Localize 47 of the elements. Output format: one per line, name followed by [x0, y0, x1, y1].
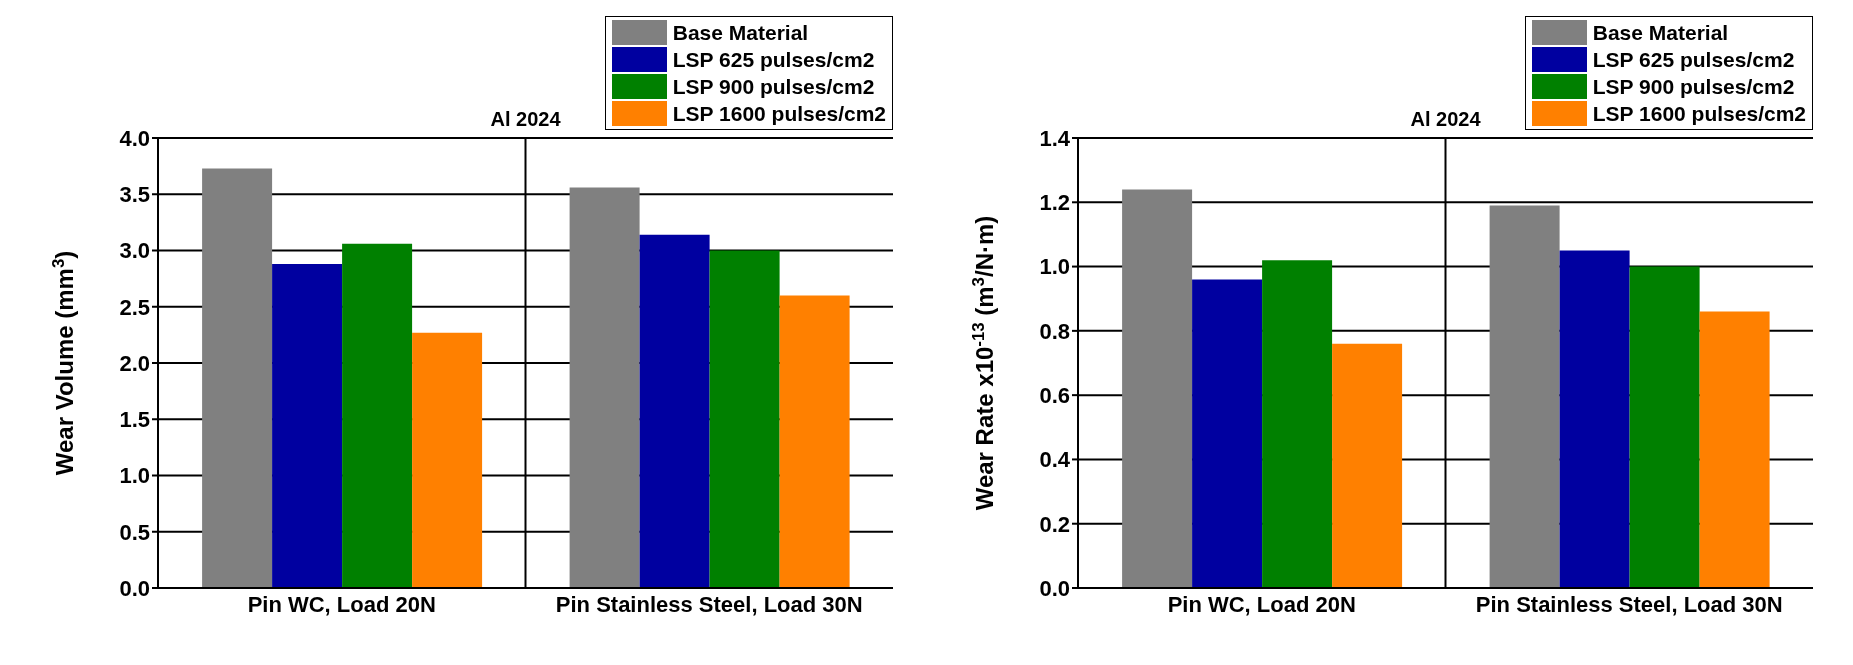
y-tick-label: 1.5	[119, 407, 150, 433]
bar	[1489, 205, 1560, 588]
y-tick-label: 0.5	[119, 519, 150, 545]
bar	[342, 243, 413, 588]
x-tick-label: Pin Stainless Steel, Load 30N	[555, 591, 863, 617]
bar	[1629, 266, 1700, 588]
bar	[1559, 250, 1630, 588]
bar	[569, 187, 640, 588]
bar	[709, 250, 780, 588]
y-tick-label: 0.2	[1039, 511, 1070, 537]
x-tick-label: Pin WC, Load 20N	[247, 591, 436, 617]
y-tick-label: 0.0	[119, 575, 150, 601]
y-tick-label: 0.8	[1039, 318, 1070, 344]
legend-label: LSP 900 pulses/cm2	[1592, 74, 1795, 99]
y-tick-label: 1.2	[1039, 190, 1070, 216]
x-tick-label: Pin WC, Load 20N	[1167, 591, 1356, 617]
y-tick-label: 2.5	[119, 294, 150, 320]
y-tick-label: 0.4	[1039, 447, 1071, 473]
x-tick-label: Pin Stainless Steel, Load 30N	[1475, 591, 1783, 617]
bar	[1192, 279, 1263, 588]
bar	[779, 295, 850, 588]
y-tick-label: 1.0	[1039, 254, 1070, 280]
y-tick-label: 4.0	[119, 125, 150, 151]
chart-title: Al 2024	[490, 108, 561, 130]
legend-label: LSP 900 pulses/cm2	[672, 74, 875, 99]
bar	[412, 332, 483, 588]
bar	[272, 264, 343, 588]
legend-label: Base Material	[1592, 20, 1729, 45]
y-tick-label: 3.5	[119, 182, 150, 208]
y-tick-label: 0.0	[1039, 575, 1070, 601]
legend-label: LSP 1600 pulses/cm2	[672, 101, 886, 126]
legend-label: Base Material	[672, 20, 809, 45]
legend-label: LSP 1600 pulses/cm2	[1592, 101, 1806, 126]
y-tick-label: 2.0	[119, 350, 150, 376]
y-tick-label: 1.4	[1039, 125, 1071, 151]
legend-label: LSP 625 pulses/cm2	[672, 47, 875, 72]
bar	[1122, 189, 1193, 588]
bar	[1332, 343, 1403, 588]
y-tick-label: 1.0	[119, 463, 150, 489]
bar	[1699, 311, 1770, 588]
bar	[1262, 260, 1333, 588]
bar	[202, 168, 273, 588]
chart-title: Al 2024	[1410, 108, 1481, 130]
y-tick-label: 0.6	[1039, 382, 1070, 408]
bar	[639, 234, 710, 588]
legend-label: LSP 625 pulses/cm2	[1592, 47, 1795, 72]
y-tick-label: 3.0	[119, 238, 150, 264]
